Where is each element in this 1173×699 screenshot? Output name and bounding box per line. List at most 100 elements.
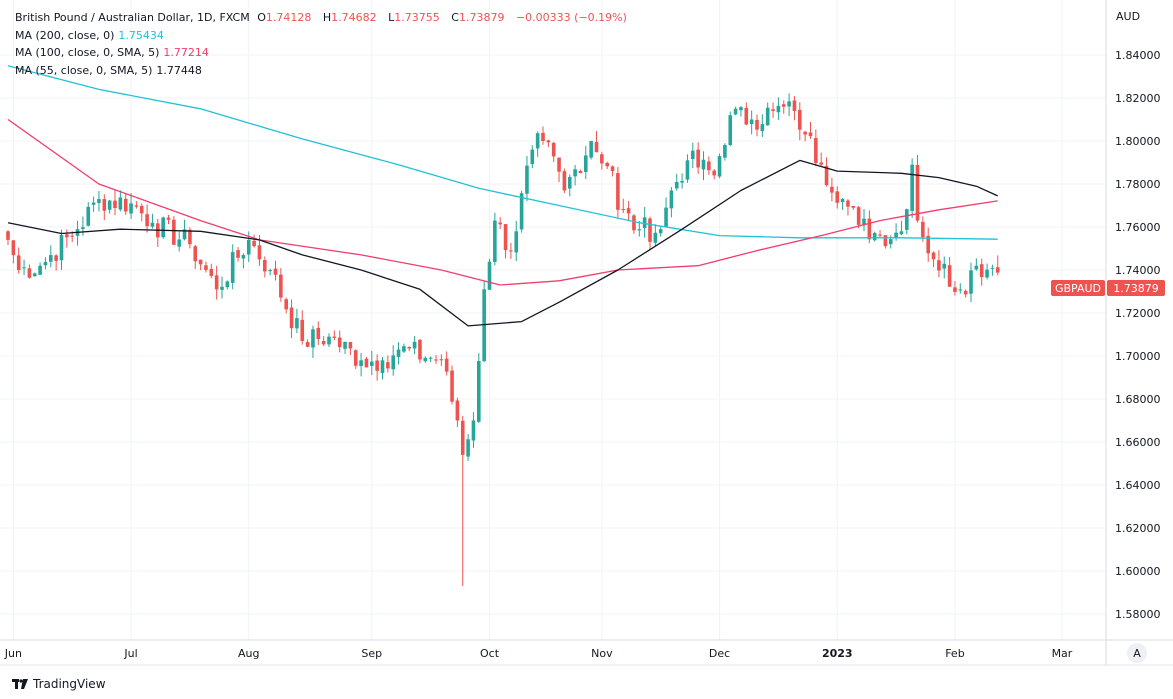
candle-body bbox=[364, 358, 369, 368]
candle-body bbox=[701, 159, 706, 170]
candle-body bbox=[840, 199, 845, 203]
candle-body bbox=[535, 133, 540, 149]
candle-body bbox=[188, 229, 192, 245]
candle-body bbox=[803, 131, 807, 135]
last-price-tag: 1.73879 bbox=[1113, 282, 1159, 295]
x-tick-label: 2023 bbox=[822, 647, 853, 660]
candle-body bbox=[749, 119, 754, 125]
candle-body bbox=[113, 200, 117, 209]
candle-body bbox=[551, 142, 556, 157]
candle-body bbox=[43, 261, 48, 266]
candle-body bbox=[942, 263, 947, 269]
y-tick-label: 1.78000 bbox=[1115, 178, 1161, 191]
indicator-ma100[interactable]: MA (100, close, 0, SMA, 5) 1.77214 bbox=[15, 44, 631, 62]
auto-scale-button[interactable]: A bbox=[1127, 643, 1147, 663]
candle-body bbox=[674, 181, 679, 189]
candle-body bbox=[70, 235, 74, 237]
y-tick-label: 1.82000 bbox=[1115, 92, 1161, 105]
candle-body bbox=[305, 342, 310, 347]
candle-body bbox=[418, 339, 422, 360]
candle-body bbox=[32, 273, 37, 277]
y-tick-label: 1.72000 bbox=[1115, 307, 1161, 320]
indicator-ma55[interactable]: MA (55, close, 0, SMA, 5) 1.77448 bbox=[15, 62, 631, 80]
candle-body bbox=[477, 361, 481, 422]
candle-body bbox=[455, 400, 460, 421]
candle-body bbox=[139, 205, 144, 214]
candle-body bbox=[134, 205, 139, 207]
candle-body bbox=[268, 270, 272, 272]
symbol-title: British Pound / Australian Dollar, 1D, F… bbox=[15, 11, 250, 24]
candle-body bbox=[894, 232, 898, 239]
candle-body bbox=[209, 268, 214, 276]
y-tick-label: 1.68000 bbox=[1115, 393, 1161, 406]
candle-body bbox=[605, 162, 609, 167]
candle-body bbox=[733, 108, 738, 115]
candle-body bbox=[434, 359, 438, 361]
candle-body bbox=[509, 250, 513, 252]
candle-body bbox=[295, 318, 299, 329]
candle-body bbox=[54, 255, 58, 261]
candle-body bbox=[937, 260, 941, 271]
x-tick-label: Jul bbox=[123, 647, 137, 660]
candle-body bbox=[830, 186, 834, 193]
y-tick-label: 1.60000 bbox=[1115, 565, 1161, 578]
candle-body bbox=[396, 349, 401, 357]
candle-body bbox=[471, 420, 476, 441]
tradingview-brand[interactable]: TradingView bbox=[12, 677, 106, 691]
candle-body bbox=[669, 190, 674, 209]
candle-body bbox=[257, 245, 262, 260]
candle-body bbox=[707, 161, 711, 171]
candle-body bbox=[49, 255, 53, 262]
candle-body bbox=[792, 100, 797, 111]
candle-body bbox=[990, 267, 995, 269]
candle-body bbox=[985, 269, 989, 278]
candle-body bbox=[466, 439, 470, 457]
candle-body bbox=[332, 336, 337, 338]
candle-body bbox=[546, 140, 551, 143]
y-tick-label: 1.84000 bbox=[1115, 49, 1161, 62]
candle-body bbox=[16, 255, 21, 270]
candle-body bbox=[123, 198, 128, 212]
candle-body bbox=[353, 350, 358, 366]
candle-body bbox=[359, 360, 363, 367]
x-tick-label: Jun bbox=[4, 647, 22, 660]
candle-body bbox=[81, 227, 85, 229]
candle-body bbox=[241, 255, 246, 259]
candle-body bbox=[814, 137, 818, 164]
candle-body bbox=[642, 217, 647, 228]
change-value: −0.00333 (−0.19%) bbox=[515, 11, 627, 24]
candle-body bbox=[658, 229, 663, 234]
ma-lines bbox=[7, 65, 998, 327]
candle-body bbox=[380, 360, 385, 373]
candle-body bbox=[541, 132, 545, 141]
candle-body bbox=[263, 260, 267, 272]
candle-body bbox=[460, 420, 465, 455]
candle-body bbox=[22, 267, 26, 269]
indicator-value: 1.75434 bbox=[118, 28, 164, 42]
candle-body bbox=[578, 171, 583, 174]
candle-body bbox=[664, 207, 668, 228]
candle-body bbox=[995, 267, 1000, 273]
candle-body bbox=[519, 193, 524, 230]
indicator-ma200[interactable]: MA (200, close, 0) 1.75434 bbox=[15, 27, 631, 45]
candle-body bbox=[220, 286, 224, 290]
candle-body bbox=[717, 156, 722, 177]
candle-body bbox=[161, 217, 165, 238]
candle-body bbox=[621, 208, 626, 210]
symbol-legend[interactable]: British Pound / Australian Dollar, 1D, F… bbox=[15, 9, 631, 27]
x-tick-label: Mar bbox=[1052, 647, 1073, 660]
candle-body bbox=[947, 265, 952, 287]
indicator-value: 1.77448 bbox=[156, 63, 202, 77]
candle-body bbox=[589, 141, 593, 158]
candle-body bbox=[648, 218, 652, 242]
close-value: 1.73879 bbox=[458, 11, 505, 24]
candle-body bbox=[107, 200, 112, 210]
price-axis[interactable]: 1.84000 1.82000 1.80000 1.78000 1.76000 1.740… bbox=[1115, 49, 1161, 621]
candle-body bbox=[856, 207, 861, 225]
candle-body bbox=[584, 155, 588, 172]
candle-body bbox=[851, 205, 856, 208]
candle-body bbox=[428, 357, 433, 359]
x-tick-label: Feb bbox=[945, 647, 964, 660]
time-axis[interactable]: Jun Jul Aug Sep Oct Nov Dec 2023 Feb Mar bbox=[4, 647, 1073, 660]
